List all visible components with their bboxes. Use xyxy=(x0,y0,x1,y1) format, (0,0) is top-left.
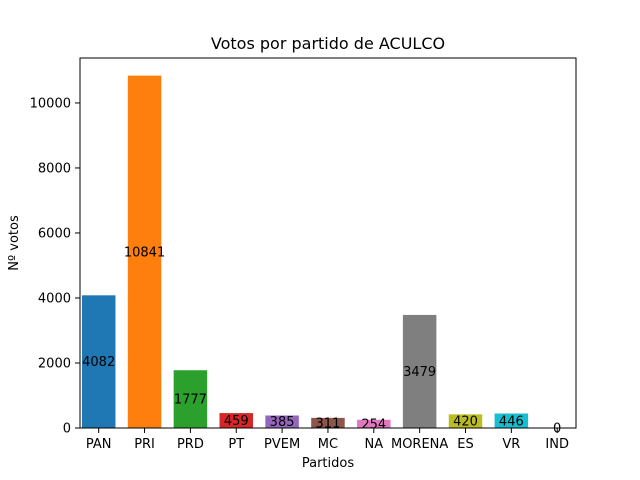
chart-title: Votos por partido de ACULCO xyxy=(211,34,445,53)
x-axis-title: Partidos xyxy=(302,456,354,471)
x-tick-label-mc: MC xyxy=(318,437,338,452)
bar-pt xyxy=(219,413,253,428)
y-tick-label: 8000 xyxy=(38,161,71,176)
data-label-prd: 1777 xyxy=(174,393,207,408)
bar-vr xyxy=(494,413,529,428)
y-tick-label: 2000 xyxy=(38,356,71,371)
plot-frame xyxy=(79,57,577,429)
y-tick-label: 0 xyxy=(63,422,71,437)
bar-pvem xyxy=(265,415,299,428)
data-label-pri: 10841 xyxy=(124,245,165,260)
y-tick-label: 4000 xyxy=(38,291,71,306)
x-tick-label-morena: MORENA xyxy=(391,437,448,452)
data-label-es: 420 xyxy=(453,415,478,430)
data-label-vr: 446 xyxy=(499,414,524,429)
x-tick-label-vr: VR xyxy=(502,437,520,452)
bar-prd xyxy=(173,370,208,428)
data-label-mc: 311 xyxy=(316,416,341,431)
x-tick-label-pvem: PVEM xyxy=(264,437,300,452)
x-tick-label-pan: PAN xyxy=(86,437,112,452)
x-tick-label-na: NA xyxy=(364,437,383,452)
bar-pri xyxy=(127,75,162,429)
data-label-na: 254 xyxy=(361,417,386,432)
data-label-pvem: 385 xyxy=(270,415,295,430)
y-axis-title: Nº votos xyxy=(7,215,22,271)
bar-morena xyxy=(402,314,437,428)
x-tick-label-pt: PT xyxy=(228,437,244,452)
data-label-ind: 0 xyxy=(553,422,561,437)
data-label-morena: 3479 xyxy=(403,365,436,380)
bar-es xyxy=(448,414,483,428)
x-tick-label-prd: PRD xyxy=(177,437,204,452)
x-tick-label-pri: PRI xyxy=(134,437,155,452)
y-tick-label: 10000 xyxy=(30,96,71,111)
bar-mc xyxy=(311,417,345,428)
data-label-pan: 4082 xyxy=(82,355,115,370)
bar-na xyxy=(357,419,391,428)
x-tick-label-es: ES xyxy=(457,437,473,452)
y-tick-label: 6000 xyxy=(38,226,71,241)
x-tick-label-ind: IND xyxy=(545,437,569,452)
bar-pan xyxy=(81,295,116,428)
data-label-pt: 459 xyxy=(224,414,249,429)
plot-area: 0 2000 4000 6000 8000 10000 PAN PRI PRD PT PVEM MC N… xyxy=(30,75,569,452)
